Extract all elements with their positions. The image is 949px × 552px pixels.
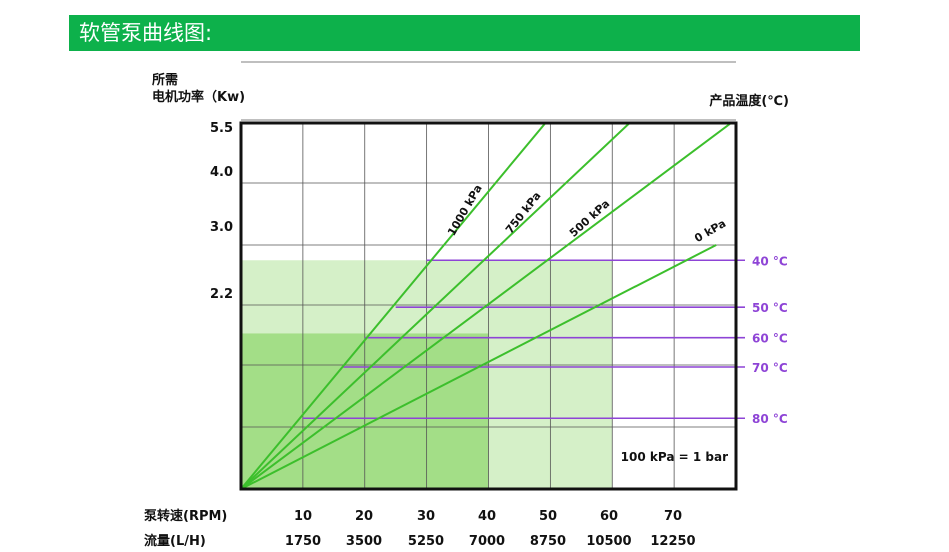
y-axis-label-line-1: 所需: [152, 73, 179, 88]
rpm-tick-label: 50: [539, 509, 557, 524]
flow-tick-label: 8750: [530, 534, 566, 549]
flow-tick-label: 7000: [469, 534, 505, 549]
plot-border: [239, 121, 738, 491]
rpm-tick-label: 70: [664, 509, 682, 524]
page-header: 软管泵曲线图:: [69, 15, 860, 51]
pressure-curve: [240, 122, 631, 490]
pressure-curve: [240, 244, 717, 490]
pressure-curve: [240, 122, 547, 490]
flow-tick-label: 12250: [650, 534, 695, 549]
y-tick-label: 5.5: [210, 121, 233, 136]
y-tick-label: 2.2: [210, 287, 233, 302]
temperature-axis-label: 产品温度(℃): [709, 94, 789, 109]
y-axis-label-line-2: 电机功率（Kw): [152, 90, 246, 105]
rpm-row-label: 泵转速(RPM): [144, 508, 227, 524]
rpm-tick-label: 60: [600, 509, 618, 524]
rpm-tick-label: 30: [417, 509, 435, 524]
flow-tick-label: 1750: [285, 534, 321, 549]
pressure-curve-label: 1000 kPa: [445, 182, 485, 238]
temperature-label: 60 °C: [752, 332, 788, 346]
flow-tick-label: 3500: [346, 534, 382, 549]
rpm-tick-label: 10: [294, 509, 312, 524]
y-tick-label: 3.0: [210, 220, 233, 235]
temperature-label: 80 °C: [752, 412, 788, 426]
temperature-label: 40 °C: [752, 254, 788, 268]
flow-row-label: 流量(L/H): [144, 533, 206, 549]
pressure-curve: [240, 122, 732, 490]
rpm-tick-label: 20: [355, 509, 373, 524]
flow-tick-label: 10500: [586, 534, 631, 549]
y-axis-label: 所需 电机功率（Kw): [152, 72, 245, 106]
pressure-curve-label: 500 kPa: [567, 197, 612, 240]
y-tick-label: 4.0: [210, 165, 233, 180]
pressure-curve-label: 0 kPa: [692, 217, 728, 245]
flow-tick-label: 5250: [408, 534, 444, 549]
temperature-label: 70 °C: [752, 361, 788, 375]
temperature-label: 50 °C: [752, 301, 788, 315]
rpm-tick-label: 40: [478, 509, 496, 524]
pressure-curve-label: 750 kPa: [503, 189, 544, 236]
unit-note: 100 kPa = 1 bar: [621, 450, 728, 464]
page-title: 软管泵曲线图:: [79, 21, 213, 45]
